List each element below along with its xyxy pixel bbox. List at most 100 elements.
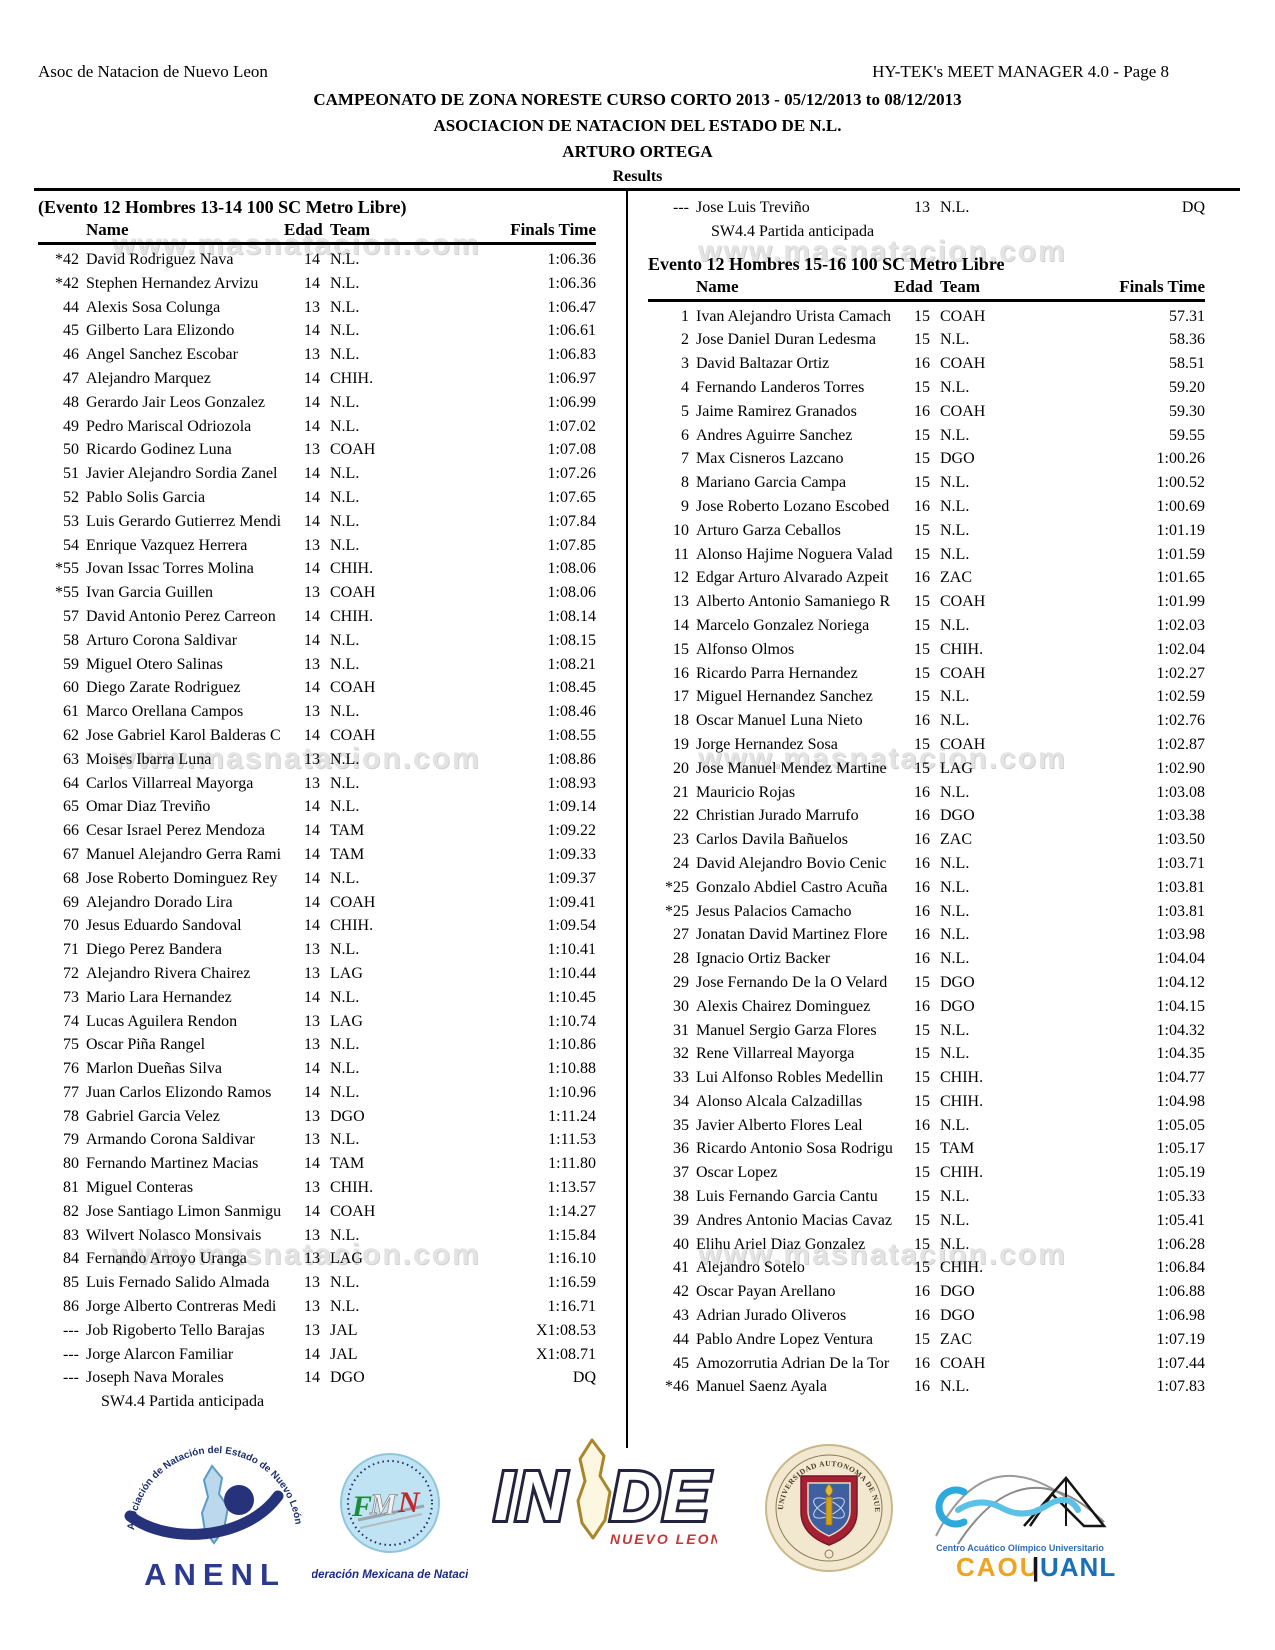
swimmer-name-cell: Jesus Palacios Camacho bbox=[696, 902, 852, 920]
swimmer-name-cell: Elihu Ariel Diaz Gonzalez bbox=[696, 1235, 866, 1253]
swimmer-name-cell: Lui Alfonso Robles Medellin bbox=[696, 1069, 884, 1087]
age-cell: 14 bbox=[304, 726, 320, 744]
team-cell: DGO bbox=[940, 997, 975, 1015]
team-cell: COAH bbox=[940, 402, 986, 420]
event-title: Evento 12 Hombres 15-16 100 SC Metro Lib… bbox=[648, 253, 1005, 274]
team-cell: N.L. bbox=[940, 854, 970, 872]
swimmer-name-cell: Marlon Dueñas Silva bbox=[86, 1060, 222, 1078]
result-row: 7 Max Cisneros Lazcano 15 DGO 1:00.26 bbox=[648, 447, 1205, 471]
team-cell: COAH bbox=[330, 584, 376, 602]
age-cell: 14 bbox=[304, 560, 320, 578]
team-cell: N.L. bbox=[330, 655, 360, 673]
result-row: 47 Alejandro Marquez 14 CHIH. 1:06.97 bbox=[38, 367, 596, 391]
result-row: 84 Fernando Arroyo Uranga 13 LAG 1:16.10 bbox=[38, 1247, 596, 1271]
team-cell: N.L. bbox=[330, 774, 360, 792]
finals-time-cell: 1:06.99 bbox=[547, 393, 596, 411]
swimmer-name-cell: Job Rigoberto Tello Barajas bbox=[86, 1321, 265, 1339]
place-cell: 30 bbox=[673, 997, 689, 1015]
age-cell: 14 bbox=[304, 417, 320, 435]
swimmer-name-cell: Pablo Solis Garcia bbox=[86, 488, 206, 506]
place-cell: 69 bbox=[63, 893, 79, 911]
caou-uanl-logo: Centro Acuático Olímpico Universitario C… bbox=[928, 1450, 1118, 1590]
team-cell: COAH bbox=[940, 664, 986, 682]
finals-time-cell: 1:03.38 bbox=[1156, 807, 1205, 825]
place-cell: 63 bbox=[63, 750, 79, 768]
caou-caption: Centro Acuático Olímpico Universitario bbox=[936, 1543, 1104, 1553]
place-cell: 41 bbox=[673, 1259, 689, 1277]
team-cell: CHIH. bbox=[330, 917, 374, 935]
age-cell: 14 bbox=[304, 1155, 320, 1173]
place-cell: 9 bbox=[681, 497, 689, 515]
age-cell: 14 bbox=[304, 1345, 320, 1363]
result-row: 61 Marco Orellana Campos 13 N.L. 1:08.46 bbox=[38, 700, 596, 724]
finals-time-cell: 1:04.98 bbox=[1156, 1092, 1205, 1110]
finals-time-cell: X1:08.71 bbox=[536, 1345, 596, 1363]
result-row: 18 Oscar Manuel Luna Nieto 16 N.L. 1:02.… bbox=[648, 709, 1205, 733]
place-cell: 43 bbox=[673, 1307, 689, 1325]
swimmer-name-cell: Pablo Andre Lopez Ventura bbox=[696, 1330, 873, 1348]
swimmer-name-cell: Jesus Eduardo Sandoval bbox=[86, 917, 242, 935]
finals-time-cell: 1:14.27 bbox=[547, 1202, 596, 1220]
place-cell: 44 bbox=[673, 1330, 689, 1348]
anenl-label: ANENL bbox=[144, 1557, 286, 1592]
swimmer-name-cell: Moises Ibarra Luna bbox=[86, 750, 212, 768]
finals-time-cell: 1:07.83 bbox=[1156, 1378, 1205, 1396]
result-row: 14 Marcelo Gonzalez Noriega 15 N.L. 1:02… bbox=[648, 614, 1205, 638]
team-cell: CHIH. bbox=[330, 560, 374, 578]
finals-time-cell: 1:02.03 bbox=[1156, 616, 1205, 634]
place-cell: 71 bbox=[63, 941, 79, 959]
age-cell: 13 bbox=[304, 774, 320, 792]
team-cell: TAM bbox=[330, 1155, 365, 1173]
place-cell: 18 bbox=[673, 712, 689, 730]
team-cell: LAG bbox=[330, 1012, 363, 1030]
swimmer-name-cell: Cesar Israel Perez Mendoza bbox=[86, 822, 266, 840]
swimmer-name-cell: Ricardo Parra Hernandez bbox=[696, 664, 858, 682]
place-cell: 31 bbox=[673, 1021, 689, 1039]
team-cell: CHIH. bbox=[940, 1092, 984, 1110]
finals-time-cell: 1:09.22 bbox=[547, 822, 596, 840]
swimmer-name-cell: Jaime Ramirez Granados bbox=[696, 402, 857, 420]
team-cell: N.L. bbox=[940, 616, 970, 634]
finals-time-cell: 1:11.80 bbox=[548, 1155, 596, 1173]
place-cell: 83 bbox=[63, 1226, 79, 1244]
team-cell: N.L. bbox=[940, 926, 970, 944]
meet-venue: ARTURO ORTEGA bbox=[562, 142, 713, 161]
age-cell: 13 bbox=[304, 1250, 320, 1268]
place-cell: 42 bbox=[673, 1283, 689, 1301]
results-heading: Results bbox=[612, 168, 663, 185]
result-row: 31 Manuel Sergio Garza Flores 15 N.L. 1:… bbox=[648, 1019, 1205, 1043]
team-cell: DGO bbox=[940, 1283, 975, 1301]
age-cell: 15 bbox=[914, 521, 930, 539]
age-cell: 16 bbox=[914, 402, 930, 420]
team-cell: N.L. bbox=[940, 497, 970, 515]
watermark: www.masnatacion.com bbox=[698, 1238, 1067, 1271]
swimmer-name-cell: Manuel Sergio Garza Flores bbox=[696, 1021, 877, 1039]
team-cell: N.L. bbox=[940, 688, 970, 706]
result-row: 80 Fernando Martinez Macias 14 TAM 1:11.… bbox=[38, 1152, 596, 1176]
age-cell: 15 bbox=[914, 1235, 930, 1253]
swimmer-name-cell: Amozorrutia Adrian De la Tor bbox=[696, 1354, 890, 1372]
result-row: 52 Pablo Solis Garcia 14 N.L. 1:07.65 bbox=[38, 486, 596, 510]
finals-time-cell: 1:15.84 bbox=[547, 1226, 596, 1244]
finals-time-cell: 1:01.19 bbox=[1156, 521, 1205, 539]
caou-uanl-label: UANL bbox=[1040, 1552, 1116, 1582]
fmn-caption: Federación Mexicana de Natación bbox=[312, 1569, 468, 1581]
age-cell: 13 bbox=[304, 941, 320, 959]
place-cell: 39 bbox=[673, 1211, 689, 1229]
finals-time-cell: 1:08.06 bbox=[547, 584, 596, 602]
caou-c-crescent bbox=[935, 1486, 968, 1528]
swimmer-name-cell: Ricardo Godinez Luna bbox=[86, 441, 232, 459]
watermark: www.masnatacion.com bbox=[112, 1238, 481, 1271]
result-row: 45 Gilberto Lara Elizondo 14 N.L. 1:06.6… bbox=[38, 319, 596, 343]
finals-time-cell: 1:10.41 bbox=[547, 941, 596, 959]
table-header: Name Edad Team Finals Time bbox=[648, 277, 1205, 302]
team-cell: COAH bbox=[330, 441, 376, 459]
place-cell: 48 bbox=[63, 393, 79, 411]
place-cell: 57 bbox=[63, 607, 79, 625]
place-cell: 74 bbox=[63, 1012, 79, 1030]
team-cell: CHIH. bbox=[940, 1069, 984, 1087]
place-cell: 38 bbox=[673, 1188, 689, 1206]
age-cell: 14 bbox=[304, 1202, 320, 1220]
swimmer-name-cell: Javier Alberto Flores Leal bbox=[696, 1116, 863, 1134]
place-cell: 22 bbox=[673, 807, 689, 825]
